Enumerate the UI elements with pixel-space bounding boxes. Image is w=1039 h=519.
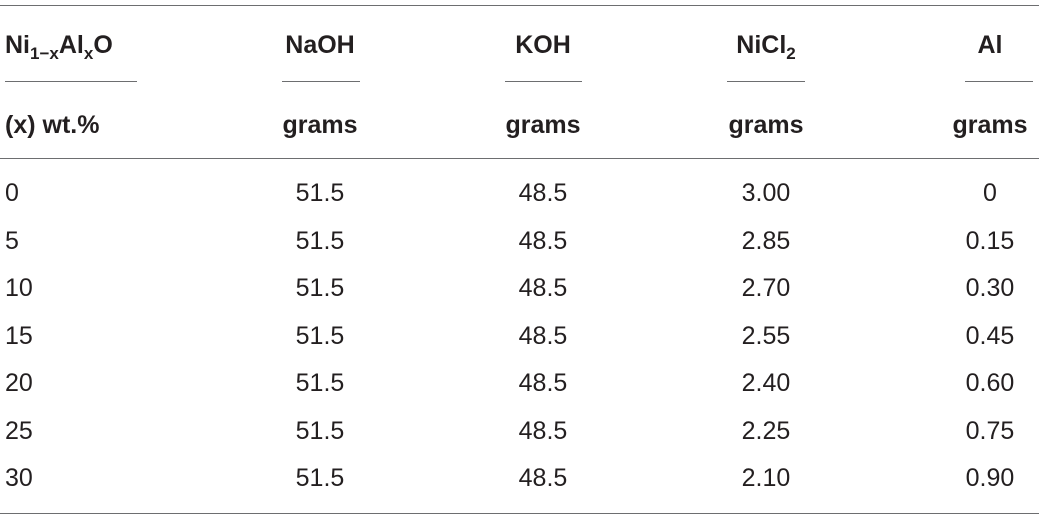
column-header: Al: [840, 30, 1039, 60]
table-cell: 51.5: [295, 274, 345, 302]
table-cell: 48.5: [518, 179, 568, 207]
table-cell: 48.5: [518, 416, 568, 445]
column-unit: grams: [728, 111, 804, 139]
header-underline: [505, 81, 582, 82]
header-text: Al: [977, 31, 1003, 59]
table-cell: 48.5: [518, 464, 568, 492]
table-cell: 0: [5, 179, 19, 207]
column-unit: grams: [952, 111, 1028, 139]
table-cell: 0.60: [965, 369, 1015, 397]
header-underline: [727, 81, 805, 82]
table-cell: 48.5: [518, 321, 568, 350]
table-cell: 2.55: [741, 321, 791, 350]
table-cell: 10: [5, 274, 33, 302]
table-cell: 15: [5, 321, 33, 350]
header-text: Ni: [5, 31, 30, 59]
header-subscript: 1−x: [30, 44, 59, 63]
column-header: NaOH: [170, 30, 470, 60]
column-header: KOH: [393, 30, 693, 60]
table-cell: 0.90: [965, 464, 1015, 492]
top-rule: [0, 5, 1039, 6]
table-cell: 5: [5, 226, 19, 255]
table-cell: 2.70: [741, 274, 791, 302]
header-underline: [965, 81, 1033, 82]
header-text: NiCl: [736, 31, 787, 59]
table-cell: 51.5: [295, 369, 345, 397]
column-unit: grams: [505, 111, 581, 139]
header-text: KOH: [515, 31, 571, 59]
table-cell: 2.40: [741, 369, 791, 397]
table-cell: 20: [5, 369, 33, 397]
header-rule: [0, 158, 1039, 159]
table-cell: 0.15: [965, 226, 1015, 255]
header-text: O: [93, 31, 113, 59]
header-subscript: 2: [786, 44, 796, 63]
table-cell: 48.5: [518, 226, 568, 255]
table-cell: 51.5: [295, 416, 345, 445]
table-cell: 0: [983, 179, 997, 207]
column-header: NiCl2: [616, 30, 916, 69]
header-text: Al: [58, 31, 84, 59]
column-unit: grams: [282, 111, 358, 139]
table-cell: 48.5: [518, 274, 568, 302]
table-cell: 2.10: [741, 464, 791, 492]
table-cell: 0.45: [965, 321, 1015, 350]
column-unit: (x) wt.%: [5, 111, 100, 139]
header-underline: [282, 81, 360, 82]
table-cell: 2.85: [741, 226, 791, 255]
header-text: NaOH: [285, 31, 355, 59]
table-cell: 2.25: [741, 416, 791, 445]
table-cell: 0.75: [965, 416, 1015, 445]
table-cell: 51.5: [295, 464, 345, 492]
table-cell: 51.5: [295, 226, 345, 255]
bottom-rule: [0, 513, 1039, 514]
table-cell: 51.5: [295, 321, 345, 350]
header-subscript: x: [83, 44, 94, 63]
header-underline: [5, 81, 137, 82]
table-cell: 0.30: [965, 274, 1015, 302]
table-cell: 25: [5, 416, 33, 445]
table-cell: 3.00: [741, 179, 791, 207]
column-header: Ni1−xAlxO: [5, 30, 113, 69]
table-cell: 30: [5, 464, 33, 492]
table-cell: 48.5: [518, 369, 568, 397]
table-cell: 51.5: [295, 179, 345, 207]
